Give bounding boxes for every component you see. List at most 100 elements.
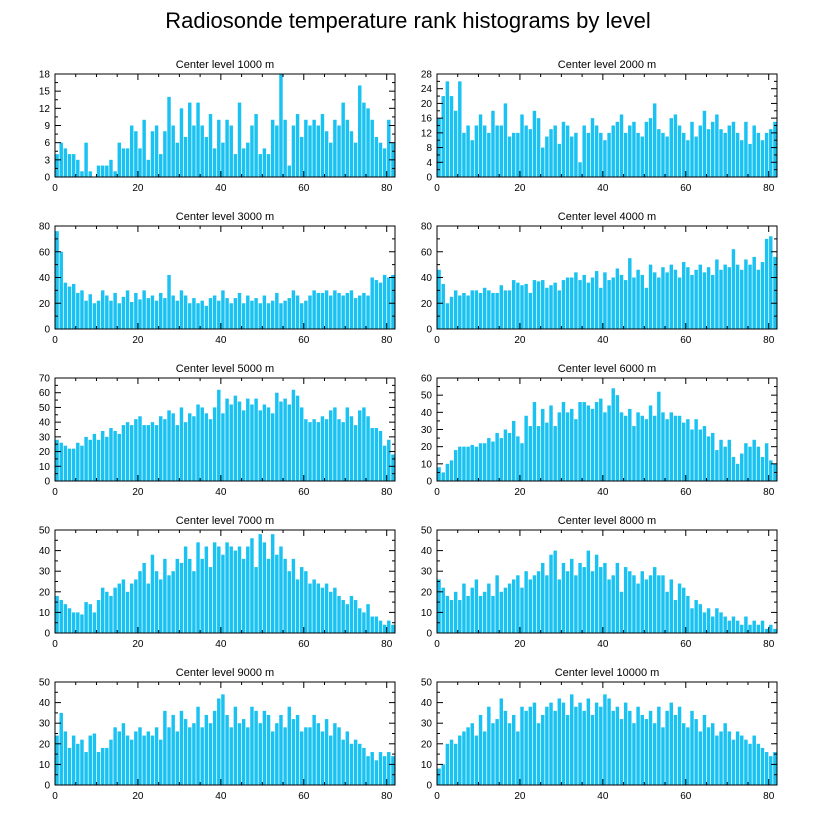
- histogram-bar: [316, 292, 321, 329]
- histogram-bar: [229, 404, 233, 481]
- histogram-bar: [536, 118, 541, 177]
- histogram-bar: [698, 429, 703, 481]
- histogram-bar: [632, 121, 636, 177]
- histogram-bar: [731, 456, 736, 481]
- histogram-bar: [217, 300, 221, 329]
- histogram-bar: [150, 131, 155, 177]
- histogram-bar: [648, 118, 653, 177]
- histogram-bar: [640, 714, 644, 785]
- histogram-bar: [333, 723, 337, 785]
- histogram-bar: [63, 731, 68, 785]
- histogram-bar: [528, 129, 533, 177]
- histogram-bar: [731, 739, 736, 785]
- histogram-bar: [636, 132, 640, 177]
- y-tick-label: 60: [421, 247, 433, 258]
- x-tick-label: 40: [597, 791, 609, 802]
- y-tick-label: 20: [39, 447, 51, 458]
- histogram-bar: [582, 274, 586, 329]
- histogram-bar: [125, 290, 130, 330]
- histogram-bar: [727, 439, 732, 481]
- histogram-bar: [478, 114, 483, 177]
- y-tick-label: 0: [426, 477, 432, 488]
- histogram-bar: [304, 571, 308, 633]
- histogram-bar: [279, 303, 283, 329]
- histogram-bar: [565, 125, 570, 177]
- histogram-bar: [661, 575, 665, 633]
- histogram-bar: [362, 747, 366, 785]
- histogram-bar: [735, 731, 740, 785]
- histogram-bar: [482, 443, 487, 481]
- histogram-bar: [337, 419, 341, 481]
- histogram-bar: [487, 438, 491, 481]
- histogram-bar: [553, 282, 557, 329]
- histogram-bar: [511, 579, 516, 633]
- x-tick-label: 60: [680, 639, 692, 650]
- histogram-bar: [163, 558, 167, 633]
- histogram-bar: [179, 407, 184, 481]
- y-tick-label: 20: [39, 587, 51, 598]
- histogram-bar: [59, 442, 63, 481]
- histogram-bar: [474, 735, 479, 785]
- histogram-bar: [171, 295, 175, 329]
- histogram-bar: [96, 752, 101, 785]
- histogram-bar: [557, 579, 562, 633]
- histogram-bar: [258, 303, 262, 329]
- histogram-bar: [121, 148, 126, 177]
- y-tick-label: 50: [39, 678, 51, 689]
- histogram-bar: [528, 706, 533, 785]
- histogram-bar: [491, 110, 495, 177]
- histogram-bar: [188, 303, 192, 329]
- histogram-panel: 0 20 40 60 80 0 10 20 30 40 50 Center level 7000 m: [39, 515, 396, 650]
- histogram-bar: [233, 706, 238, 785]
- histogram-bar: [183, 136, 188, 177]
- histogram-bar: [237, 102, 242, 177]
- histogram-bar: [362, 407, 366, 481]
- histogram-bar: [250, 300, 254, 329]
- histogram-bar: [382, 148, 387, 177]
- histogram-bar: [208, 567, 213, 633]
- histogram-bar: [370, 119, 374, 177]
- histogram-bar: [524, 283, 528, 329]
- histogram-bar: [458, 81, 462, 177]
- histogram-bar: [67, 608, 72, 633]
- histogram-bar: [516, 731, 520, 785]
- histogram-bar: [686, 140, 690, 177]
- histogram-bar: [229, 727, 233, 785]
- histogram-bar: [358, 743, 362, 785]
- histogram-bar: [55, 595, 59, 633]
- histogram-bar: [516, 436, 520, 481]
- histogram-bar: [167, 575, 171, 633]
- histogram-bar: [511, 714, 516, 785]
- histogram-bar: [740, 624, 744, 633]
- histogram-bar: [76, 442, 80, 481]
- histogram-bar: [520, 706, 524, 785]
- histogram-bar: [163, 131, 167, 177]
- histogram-bar: [229, 303, 233, 329]
- histogram-bar: [495, 719, 499, 785]
- y-tick-label: 10: [39, 462, 51, 473]
- histogram-bar: [299, 407, 304, 481]
- histogram-bar: [105, 295, 109, 329]
- histogram-bar: [200, 727, 204, 785]
- histogram-bar: [150, 554, 155, 633]
- histogram-bar: [142, 425, 146, 481]
- histogram-bar: [320, 292, 325, 329]
- x-tick-label: 40: [215, 183, 227, 194]
- y-tick-label: 50: [421, 391, 433, 402]
- histogram-bar: [499, 438, 503, 481]
- histogram-bar: [171, 571, 175, 633]
- histogram-bar: [250, 404, 254, 481]
- histogram-bar: [449, 96, 454, 177]
- histogram-bar: [279, 714, 283, 785]
- histogram-bar: [437, 579, 441, 633]
- histogram-bar: [449, 296, 454, 329]
- histogram-bar: [711, 432, 715, 481]
- y-tick-label: 30: [39, 432, 51, 443]
- histogram-bar: [652, 723, 657, 785]
- histogram-bar: [499, 285, 503, 329]
- histogram-bar: [441, 283, 445, 329]
- histogram-bar: [308, 295, 312, 329]
- histogram-bar: [632, 575, 636, 633]
- histogram-bar: [320, 416, 325, 481]
- histogram-bar: [561, 280, 566, 329]
